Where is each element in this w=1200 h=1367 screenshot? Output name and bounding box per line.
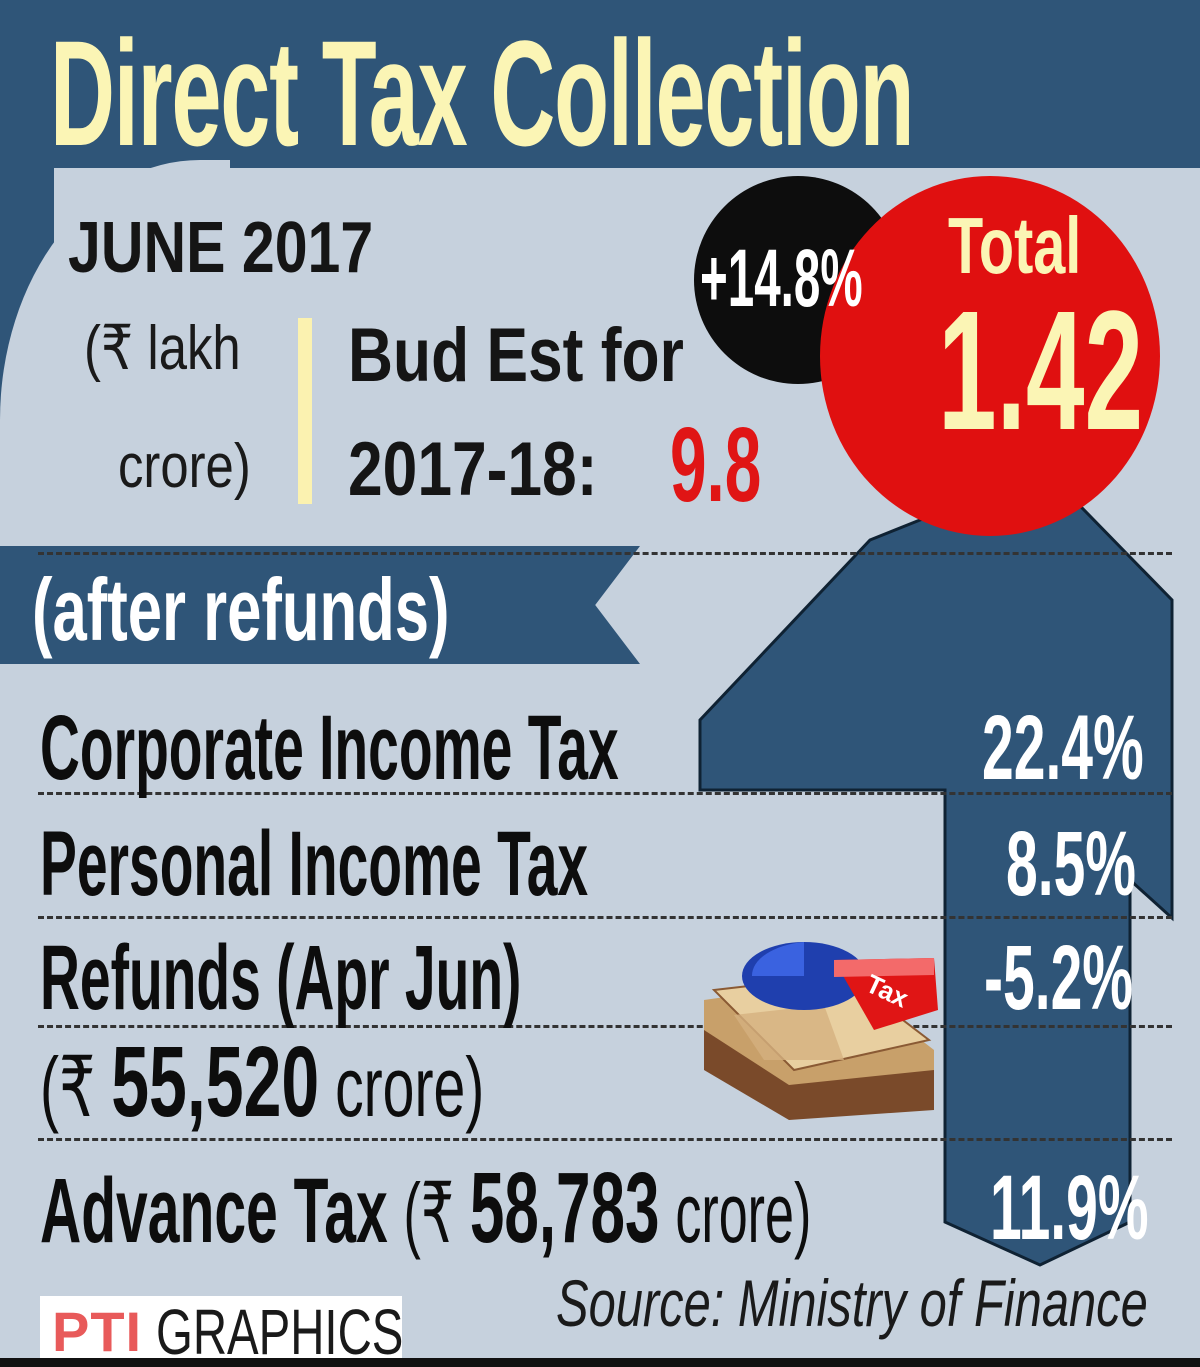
row-value-advance: 11.9% — [990, 1157, 1149, 1259]
total-circle — [820, 176, 1160, 536]
title-bar — [0, 0, 1200, 168]
budget-value: 9.8 — [670, 406, 762, 524]
budget-label-line1: Bud Est for — [348, 313, 684, 398]
row-value-corporate: 22.4% — [982, 697, 1144, 799]
source-credit: Source: Ministry of Finance — [556, 1266, 1148, 1340]
row-advance: Advance Tax (₹ 58,783 crore) — [40, 1158, 812, 1262]
refunds-amount-open: (₹ — [40, 1040, 96, 1134]
growth-value: +14.8% — [700, 233, 863, 324]
refunds-amount-close: crore) — [335, 1040, 485, 1134]
page-title: Direct Tax Collection — [50, 9, 915, 177]
unit-label-line2: crore) — [118, 432, 251, 501]
divider — [298, 318, 312, 504]
row-label-advance: Advance Tax — [40, 1160, 388, 1262]
divider-dashed — [38, 1138, 1172, 1141]
graphics-label: GRAPHICS — [156, 1296, 404, 1367]
row-label-refunds: Refunds (Apr Jun) — [40, 927, 522, 1029]
unit-label-line1: (₹ lakh — [84, 314, 241, 383]
pti-credit-box — [40, 1296, 402, 1367]
row-value-personal: 8.5% — [1006, 813, 1137, 915]
budget-label-line2: 2017-18: — [348, 427, 598, 512]
row-value-refunds: -5.2% — [984, 927, 1134, 1029]
row-label-personal: Personal Income Tax — [40, 813, 589, 915]
divider-dashed — [38, 792, 1172, 795]
refunds-amount-value: 55,520 — [111, 1026, 320, 1138]
after-refunds-banner — [0, 546, 640, 664]
divider-dashed — [38, 552, 1172, 555]
bottom-rule — [0, 1358, 1200, 1367]
divider-dashed — [38, 916, 1172, 919]
refunds-amount: (₹ 55,520 crore) — [40, 1032, 484, 1132]
pti-logo: PTI — [52, 1300, 143, 1363]
period-label: JUNE 2017 — [68, 208, 374, 288]
advance-amount-close: crore) — [675, 1166, 812, 1260]
banner-label: (after refunds) — [32, 560, 450, 659]
advance-amount-value: 58,783 — [469, 1152, 660, 1264]
total-label: Total — [948, 201, 1082, 290]
advance-amount-open: (₹ — [403, 1166, 455, 1260]
divider-dashed — [38, 1025, 1172, 1028]
money-stack-pie-icon: Tax — [704, 942, 938, 1120]
total-value: 1.42 — [938, 276, 1144, 466]
row-label-corporate: Corporate Income Tax — [40, 697, 619, 799]
